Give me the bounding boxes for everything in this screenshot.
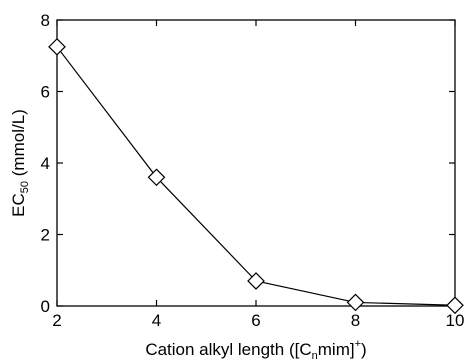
data-point-x8 <box>346 293 365 312</box>
data-point-x4 <box>147 168 166 187</box>
y-tick-label-2: 2 <box>41 226 50 245</box>
y-axis-label: EC50 (mmol/L) <box>9 109 31 217</box>
y-tick-label-0: 0 <box>41 297 50 316</box>
data-point-x6 <box>247 272 265 290</box>
plot-area <box>56 19 456 307</box>
y-tick-label-6: 6 <box>41 83 50 102</box>
x-tick-label-10: 10 <box>446 311 464 330</box>
data-point-x2 <box>48 37 66 56</box>
y-tick-label-8: 8 <box>41 11 50 30</box>
x-tick-label-4: 4 <box>152 311 161 330</box>
plot-frame <box>56 19 456 307</box>
x-tick-label-2: 2 <box>52 311 61 330</box>
data-series <box>48 37 464 315</box>
series-line-0 <box>56 46 456 306</box>
y-tick-label-4: 4 <box>41 154 50 173</box>
x-tick-label-8: 8 <box>351 311 360 330</box>
data-point-x10 <box>446 296 464 315</box>
x-axis-label: Cation alkyl length ([Cnmim]+) <box>145 338 366 362</box>
x-tick-label-6: 6 <box>251 311 260 330</box>
